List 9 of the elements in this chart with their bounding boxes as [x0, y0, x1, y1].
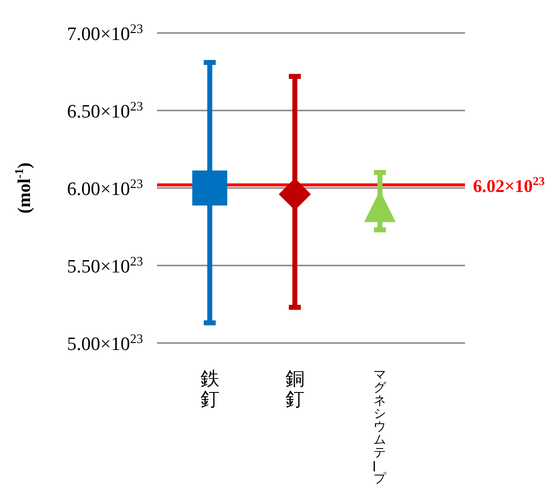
y-tick-label: 6.50×10$^{23}$: [67, 98, 143, 122]
category-label: マグネシウムテープ: [366, 367, 386, 486]
x-tick-label: 鉄釘: [200, 369, 220, 411]
ref-line-label: 6.02×10$^{23}$: [473, 174, 545, 196]
y-tick-label: 7.00×10$^{23}$: [67, 20, 143, 45]
y-tick-label: 5.50×10$^{23}$: [67, 253, 143, 278]
y-tick-label: 6.00×10$^{23}$: [67, 176, 143, 200]
x-tick-label: 銅釘: [285, 369, 304, 411]
y-tick-label: 5.00×10$^{23}$: [67, 330, 143, 355]
